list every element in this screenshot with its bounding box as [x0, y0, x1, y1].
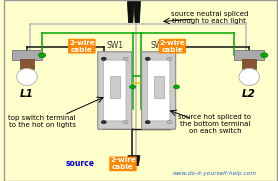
Circle shape — [123, 121, 128, 124]
Bar — [242, 59, 256, 69]
Circle shape — [101, 121, 106, 124]
Text: 2-wire
cable: 2-wire cable — [69, 40, 95, 53]
Text: SW2: SW2 — [150, 41, 167, 50]
Bar — [20, 59, 34, 69]
Bar — [12, 50, 42, 60]
Text: SW1: SW1 — [106, 41, 123, 50]
Circle shape — [167, 57, 172, 60]
Circle shape — [145, 121, 150, 124]
Circle shape — [38, 53, 46, 58]
Text: www.do-it-yourself-help.com: www.do-it-yourself-help.com — [173, 171, 257, 176]
Ellipse shape — [17, 68, 37, 85]
Circle shape — [123, 57, 128, 60]
Bar — [234, 50, 264, 60]
Text: L1: L1 — [20, 89, 34, 99]
FancyBboxPatch shape — [98, 52, 132, 129]
FancyBboxPatch shape — [103, 60, 126, 121]
Bar — [154, 76, 163, 98]
Circle shape — [130, 85, 136, 89]
Circle shape — [173, 85, 180, 89]
Circle shape — [101, 57, 106, 60]
FancyBboxPatch shape — [147, 60, 170, 121]
Text: top switch terminal
to the hot on lights: top switch terminal to the hot on lights — [8, 115, 76, 128]
Text: source: source — [66, 159, 95, 168]
Text: 2-wire
cable: 2-wire cable — [110, 157, 136, 170]
Bar — [110, 76, 120, 98]
Text: source hot spliced to
the bottom terminal
on each switch: source hot spliced to the bottom termina… — [178, 114, 251, 134]
Ellipse shape — [239, 68, 259, 85]
Text: 2-wire
cable: 2-wire cable — [160, 40, 185, 53]
FancyBboxPatch shape — [142, 52, 176, 129]
Text: source neutral spliced
through to each light: source neutral spliced through to each l… — [171, 11, 248, 24]
Polygon shape — [128, 156, 140, 166]
Circle shape — [261, 53, 268, 58]
Circle shape — [145, 57, 150, 60]
Text: L2: L2 — [242, 89, 256, 99]
Circle shape — [167, 121, 172, 124]
Polygon shape — [134, 0, 141, 23]
Polygon shape — [127, 0, 134, 23]
